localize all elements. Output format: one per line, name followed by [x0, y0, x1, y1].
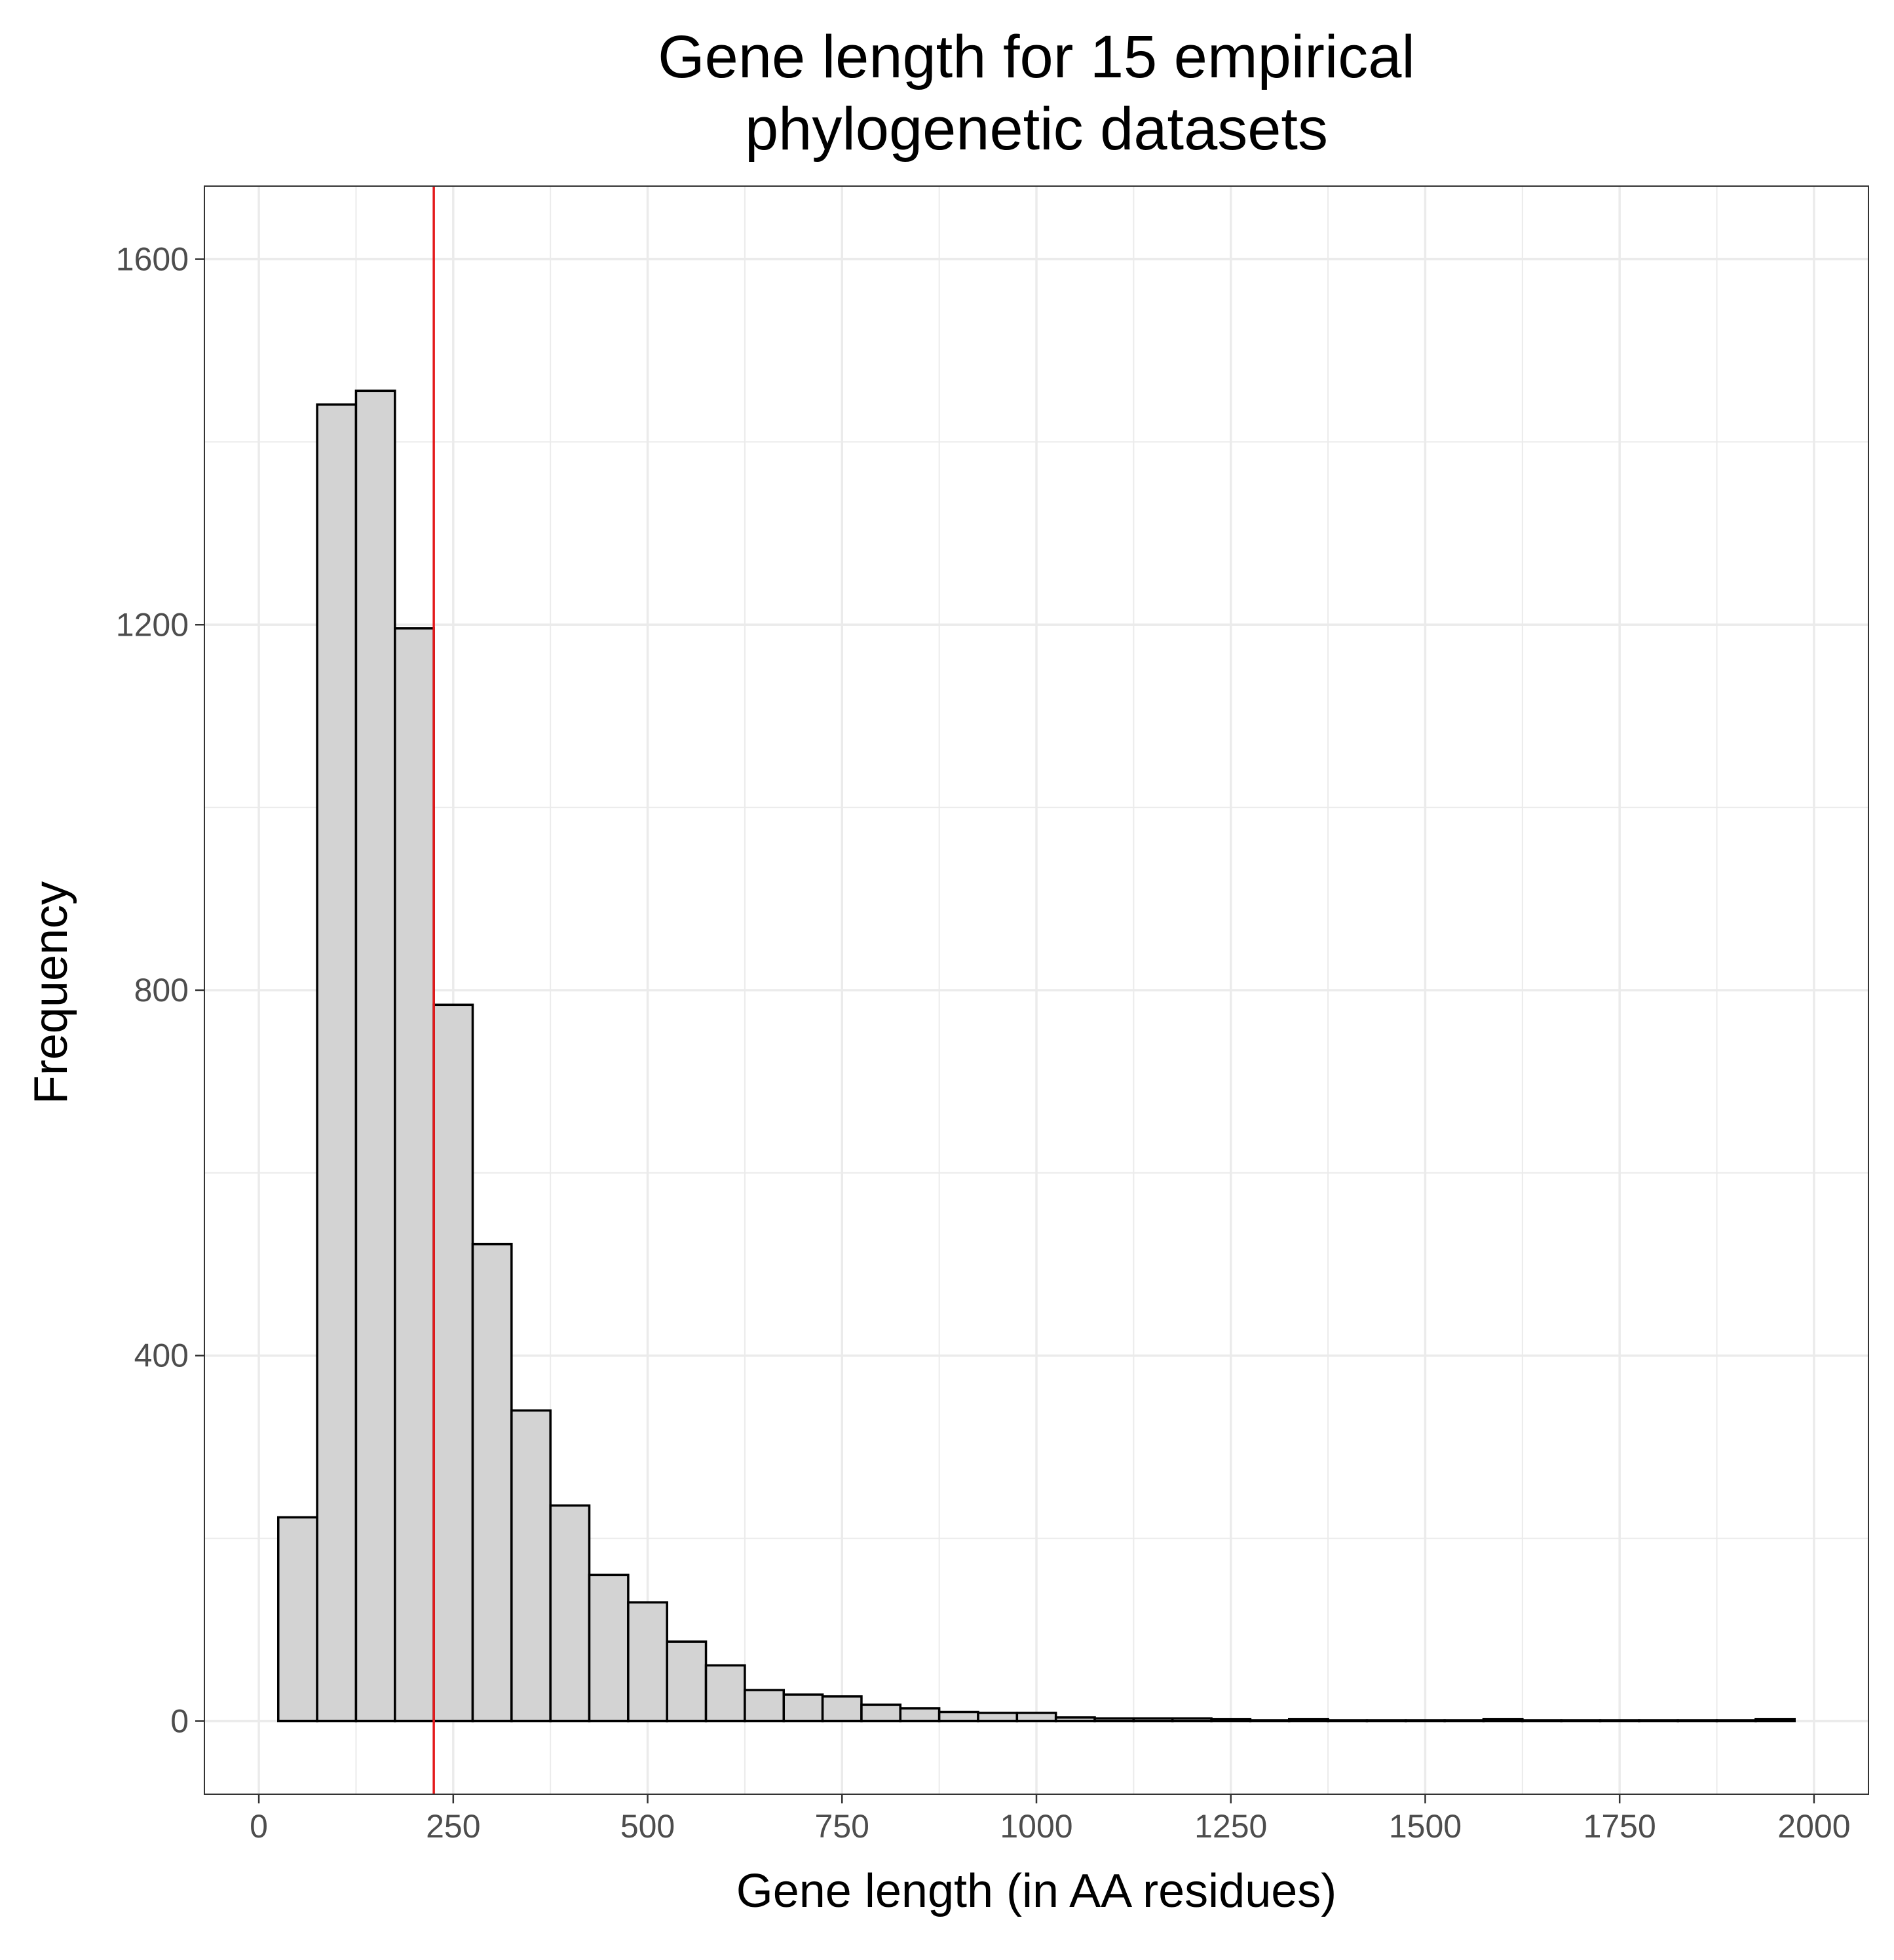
histogram-bar-25 — [277, 1516, 318, 1723]
histogram-bar-1275 — [1249, 1719, 1291, 1723]
x-tick-label-1000: 1000 — [1000, 1808, 1072, 1845]
chart-title-line-1: Gene length for 15 empirical — [658, 24, 1415, 90]
histogram-bar-625 — [744, 1689, 786, 1723]
histogram-bar-725 — [821, 1695, 863, 1723]
axis-ticks: 0 250 500 750 1000 1250 1500 1750 2000 0 400 800 120… — [116, 241, 1851, 1845]
x-tick-label-2000: 2000 — [1777, 1808, 1850, 1845]
y-axis-title: Frequency — [25, 881, 77, 1104]
histogram-bar-225 — [432, 1003, 474, 1723]
y-tick-label-400: 400 — [134, 1337, 189, 1374]
histogram-bar-1525 — [1443, 1719, 1485, 1723]
histogram-bar-1375 — [1327, 1719, 1369, 1723]
histogram-bar-825 — [899, 1707, 941, 1723]
x-axis-title: Gene length (in AA residues) — [736, 1865, 1337, 1917]
y-tick-label-1200: 1200 — [116, 606, 189, 643]
histogram-bar-175 — [394, 627, 435, 1723]
histogram-bar-1225 — [1210, 1718, 1252, 1723]
histogram-bar-325 — [510, 1409, 552, 1723]
histogram-bar-925 — [977, 1712, 1019, 1723]
histogram-bar-1475 — [1405, 1719, 1446, 1723]
chart-title-line-2: phylogenetic datasets — [745, 96, 1328, 163]
y-tick-label-800: 800 — [134, 972, 189, 1009]
x-tick-label-1250: 1250 — [1194, 1808, 1267, 1845]
histogram-bar-1175 — [1171, 1717, 1213, 1723]
x-tick-label-500: 500 — [620, 1808, 675, 1845]
x-tick-label-750: 750 — [815, 1808, 869, 1845]
histogram-bar-375 — [549, 1504, 591, 1723]
y-tick-label-0: 0 — [170, 1702, 189, 1739]
histogram-bar-1075 — [1093, 1717, 1135, 1723]
histogram-bar-675 — [782, 1693, 824, 1723]
x-tick-label-0: 0 — [250, 1808, 268, 1845]
histogram-bar-1825 — [1676, 1719, 1718, 1723]
histogram-bar-75 — [316, 403, 358, 1723]
histogram-bar-125 — [354, 389, 396, 1723]
histogram-bar-1925 — [1754, 1718, 1796, 1723]
histogram-bar-425 — [588, 1573, 630, 1723]
histogram-bar-1675 — [1560, 1719, 1602, 1723]
histogram-bar-1875 — [1715, 1719, 1757, 1723]
histogram-bar-525 — [666, 1640, 708, 1723]
histogram-bar-1575 — [1482, 1718, 1524, 1723]
histogram-bar-575 — [704, 1664, 746, 1723]
y-tick-label-1600: 1600 — [116, 241, 189, 278]
histogram-bar-975 — [1015, 1712, 1057, 1723]
histogram-bar-775 — [860, 1703, 902, 1723]
histogram-bars — [277, 389, 1796, 1723]
histogram-bar-875 — [938, 1710, 979, 1723]
histogram-bar-1775 — [1638, 1719, 1679, 1723]
x-tick-label-1750: 1750 — [1583, 1808, 1656, 1845]
x-tick-label-1500: 1500 — [1389, 1808, 1462, 1845]
histogram-bar-475 — [627, 1601, 668, 1723]
histogram-bar-1025 — [1054, 1716, 1096, 1723]
histogram-bar-1425 — [1365, 1719, 1407, 1723]
histogram-bar-275 — [471, 1242, 513, 1723]
x-tick-label-250: 250 — [426, 1808, 480, 1845]
histogram-bar-1725 — [1599, 1719, 1640, 1723]
histogram-bar-1625 — [1521, 1719, 1563, 1723]
histogram-bar-1125 — [1132, 1717, 1174, 1723]
histogram-bar-1325 — [1287, 1718, 1329, 1723]
